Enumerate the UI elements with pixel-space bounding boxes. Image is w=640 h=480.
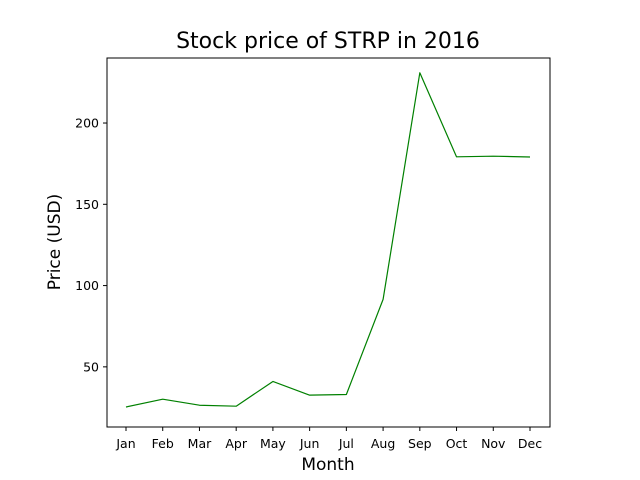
y-tick-label: 100 bbox=[75, 278, 99, 293]
data-point-nov bbox=[492, 155, 495, 158]
x-tick-label: Oct bbox=[446, 436, 468, 451]
data-point-feb bbox=[161, 398, 164, 401]
x-tick-label: Nov bbox=[481, 436, 506, 451]
x-axis-label: Month bbox=[301, 455, 354, 475]
data-point-dec bbox=[529, 155, 532, 158]
x-tick-label: Jun bbox=[299, 436, 320, 451]
y-tick-label: 200 bbox=[75, 116, 99, 131]
data-point-apr bbox=[235, 405, 238, 408]
y-tick-label: 50 bbox=[83, 359, 99, 374]
x-axis: Jan Feb Mar Apr May Jun Jul Aug Sep Oct Nov Dec bbox=[115, 427, 542, 451]
data-point-may bbox=[271, 380, 274, 383]
data-point-oct bbox=[455, 155, 458, 158]
x-tick-label: Jan bbox=[115, 436, 135, 451]
x-tick-label: Dec bbox=[518, 436, 542, 451]
y-axis-label: Price (USD) bbox=[45, 194, 65, 290]
price-line bbox=[125, 72, 531, 408]
y-axis: 50 100 150 200 bbox=[75, 116, 107, 374]
data-point-mar bbox=[198, 404, 201, 407]
data-point-jul bbox=[345, 393, 348, 396]
x-tick-label: Aug bbox=[371, 436, 395, 451]
x-tick-label: May bbox=[260, 436, 286, 451]
data-point-aug bbox=[382, 298, 385, 301]
plot-frame bbox=[106, 57, 551, 428]
data-point-jan bbox=[125, 406, 128, 409]
series-layer bbox=[125, 71, 532, 409]
x-tick-label: Feb bbox=[152, 436, 174, 451]
y-tick-label: 150 bbox=[75, 197, 99, 212]
data-point-jun bbox=[308, 394, 311, 397]
x-tick-label: Jul bbox=[338, 436, 354, 451]
x-tick-label: Sep bbox=[408, 436, 432, 451]
x-tick-label: Apr bbox=[225, 436, 247, 451]
chart-title: Stock price of STRP in 2016 bbox=[176, 29, 480, 54]
x-tick-label: Mar bbox=[188, 436, 212, 451]
data-point-sep bbox=[418, 71, 421, 74]
